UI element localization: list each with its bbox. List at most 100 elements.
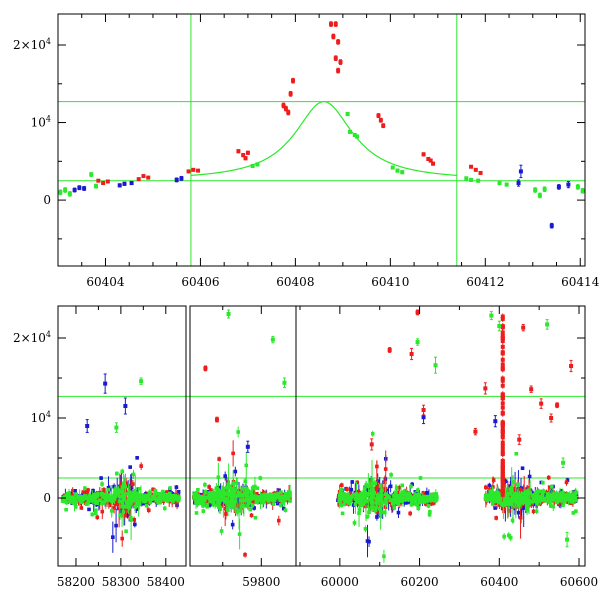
green-data-point — [144, 503, 149, 508]
data-marker — [117, 506, 121, 511]
red-data-point — [336, 39, 341, 45]
red-data-point — [146, 507, 151, 514]
data-marker — [233, 469, 238, 474]
data-marker — [347, 129, 352, 134]
red-data-point — [473, 167, 478, 172]
data-marker — [144, 503, 149, 508]
green-data-point — [97, 498, 102, 503]
data-marker — [161, 499, 165, 503]
data-marker — [350, 480, 355, 484]
data-marker — [117, 499, 122, 503]
green-data-point — [115, 471, 119, 476]
data-marker — [286, 110, 291, 115]
data-marker — [575, 184, 580, 189]
data-marker — [151, 487, 155, 492]
data-marker — [100, 482, 104, 486]
green-data-point — [162, 505, 167, 511]
red-data-point — [191, 167, 196, 172]
data-marker — [556, 184, 561, 189]
blue-data-point — [350, 479, 355, 484]
data-marker — [400, 170, 405, 175]
data-marker — [566, 500, 570, 504]
data-marker — [100, 501, 104, 506]
data-marker — [115, 471, 119, 476]
data-marker — [283, 106, 288, 111]
red-data-point — [100, 504, 105, 520]
red-data-point — [339, 482, 344, 488]
green-data-point — [580, 187, 585, 194]
red-data-point — [338, 59, 343, 65]
data-marker — [147, 491, 152, 495]
data-marker — [338, 60, 343, 65]
data-marker — [381, 123, 386, 128]
data-marker — [546, 475, 551, 480]
red-data-point — [375, 476, 380, 495]
data-marker — [165, 497, 170, 501]
data-marker — [113, 489, 117, 494]
blue-data-point — [230, 519, 235, 530]
data-marker — [491, 478, 496, 483]
data-marker — [339, 483, 344, 487]
blue-data-point — [179, 175, 184, 181]
data-marker — [177, 495, 181, 499]
data-marker — [131, 501, 136, 506]
data-marker — [432, 501, 436, 505]
red-data-point — [345, 486, 349, 492]
data-marker — [120, 504, 124, 509]
red-data-point — [397, 484, 402, 491]
data-marker — [111, 535, 115, 539]
data-marker — [565, 478, 570, 482]
blue-data-point — [396, 507, 401, 519]
data-marker — [112, 484, 116, 489]
top-panel-zoom: 2×104 104 0 60404 60406 60408 60410 6041… — [13, 13, 600, 289]
green-data-point — [162, 492, 167, 497]
green-data-point — [347, 129, 352, 134]
data-marker — [396, 491, 400, 495]
data-marker — [209, 488, 213, 492]
data-marker — [333, 56, 338, 61]
red-data-point — [245, 150, 250, 155]
data-marker — [63, 188, 68, 193]
data-marker — [277, 488, 281, 493]
green-data-point — [120, 468, 125, 475]
data-marker — [120, 469, 125, 474]
data-marker — [375, 515, 379, 519]
green-data-point — [90, 512, 95, 517]
data-marker — [105, 179, 110, 184]
green-data-point — [100, 500, 104, 507]
data-marker — [63, 496, 68, 501]
data-marker — [516, 510, 521, 515]
red-data-point — [531, 508, 536, 515]
green-data-point — [537, 192, 542, 199]
green-data-point — [504, 182, 509, 187]
data-marker — [85, 496, 89, 500]
data-marker — [207, 485, 211, 489]
red-data-point — [491, 476, 496, 484]
data-marker — [168, 486, 172, 490]
top-xtick-label: 60404 — [86, 275, 125, 289]
blue-data-point — [233, 466, 238, 477]
data-marker — [124, 500, 129, 504]
green-data-point — [73, 504, 78, 510]
top-xtick-label: 60410 — [371, 275, 409, 289]
data-marker — [146, 508, 151, 513]
top-xtick-label: 60406 — [181, 275, 219, 289]
top-xtick-label: 60408 — [276, 275, 314, 289]
red-data-point — [96, 178, 101, 183]
data-marker — [258, 500, 262, 504]
red-data-point — [101, 181, 106, 186]
data-marker — [542, 187, 547, 192]
green-data-point — [128, 514, 133, 521]
data-marker — [493, 506, 497, 510]
blue-data-point — [125, 512, 130, 519]
data-marker — [247, 503, 252, 508]
data-marker — [128, 490, 132, 494]
data-marker — [405, 500, 409, 505]
data-marker — [502, 506, 507, 511]
data-marker — [356, 490, 361, 494]
data-marker — [288, 91, 293, 96]
data-marker — [89, 172, 94, 177]
blue-data-point — [556, 184, 561, 190]
data-marker — [277, 518, 281, 523]
red-data-point — [108, 503, 113, 508]
